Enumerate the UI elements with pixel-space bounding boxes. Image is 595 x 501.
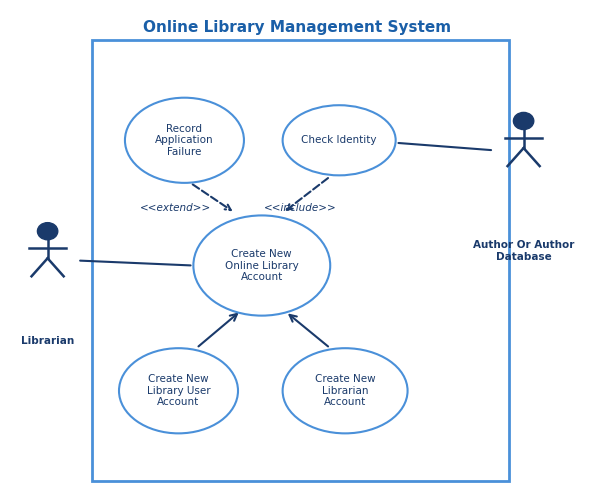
Ellipse shape <box>283 105 396 175</box>
Text: Create New
Online Library
Account: Create New Online Library Account <box>225 249 299 282</box>
Text: Create New
Librarian
Account: Create New Librarian Account <box>315 374 375 407</box>
Ellipse shape <box>125 98 244 183</box>
Ellipse shape <box>119 348 238 433</box>
Circle shape <box>37 222 58 240</box>
Text: Check Identity: Check Identity <box>302 135 377 145</box>
Text: <<include>>: <<include>> <box>264 203 337 213</box>
Text: Record
Application
Failure: Record Application Failure <box>155 124 214 157</box>
Circle shape <box>513 112 534 130</box>
Text: Create New
Library User
Account: Create New Library User Account <box>147 374 210 407</box>
Text: Librarian: Librarian <box>21 336 74 346</box>
Ellipse shape <box>193 215 330 316</box>
Ellipse shape <box>283 348 408 433</box>
Text: Online Library Management System: Online Library Management System <box>143 20 452 35</box>
Text: Author Or Author
Database: Author Or Author Database <box>473 240 574 262</box>
Text: <<extend>>: <<extend>> <box>140 203 211 213</box>
FancyBboxPatch shape <box>92 40 509 481</box>
